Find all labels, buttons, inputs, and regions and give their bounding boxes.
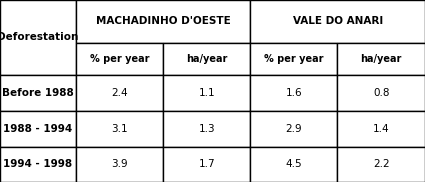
Text: Before 1988: Before 1988 [2, 88, 74, 98]
Bar [76, 0, 250, 43]
Bar [337, 43, 425, 75]
Text: 1994 - 1998: 1994 - 1998 [3, 159, 72, 169]
Bar [337, 111, 425, 147]
Bar [250, 43, 337, 75]
Text: % per year: % per year [90, 54, 149, 64]
Text: 2.2: 2.2 [373, 159, 390, 169]
Bar [76, 111, 163, 147]
Text: 1.7: 1.7 [198, 159, 215, 169]
Bar [250, 111, 337, 147]
Text: 1.6: 1.6 [286, 88, 302, 98]
Bar [250, 0, 425, 43]
Bar [337, 75, 425, 111]
Text: 2.9: 2.9 [286, 124, 302, 134]
Bar [0, 147, 76, 182]
Bar [250, 75, 337, 111]
Text: VALE DO ANARI: VALE DO ANARI [292, 16, 383, 26]
Text: MACHADINHO D'OESTE: MACHADINHO D'OESTE [96, 16, 230, 26]
Text: 1988 - 1994: 1988 - 1994 [3, 124, 72, 134]
Text: 1.1: 1.1 [198, 88, 215, 98]
Text: 1.4: 1.4 [373, 124, 390, 134]
Bar [337, 147, 425, 182]
Bar [250, 147, 337, 182]
Bar [163, 43, 250, 75]
Text: 0.8: 0.8 [373, 88, 389, 98]
Text: ha/year: ha/year [186, 54, 227, 64]
Text: 3.1: 3.1 [111, 124, 128, 134]
Bar [163, 147, 250, 182]
Bar [0, 75, 76, 111]
Bar [76, 75, 163, 111]
Text: % per year: % per year [264, 54, 324, 64]
Text: 3.9: 3.9 [111, 159, 128, 169]
Bar [163, 111, 250, 147]
Bar [0, 0, 76, 75]
Bar [76, 43, 163, 75]
Text: 1.3: 1.3 [198, 124, 215, 134]
Text: ha/year: ha/year [360, 54, 402, 64]
Bar [0, 111, 76, 147]
Bar [163, 75, 250, 111]
Text: 2.4: 2.4 [111, 88, 128, 98]
Text: 4.5: 4.5 [286, 159, 302, 169]
Text: Deforestation: Deforestation [0, 32, 79, 42]
Bar [76, 147, 163, 182]
